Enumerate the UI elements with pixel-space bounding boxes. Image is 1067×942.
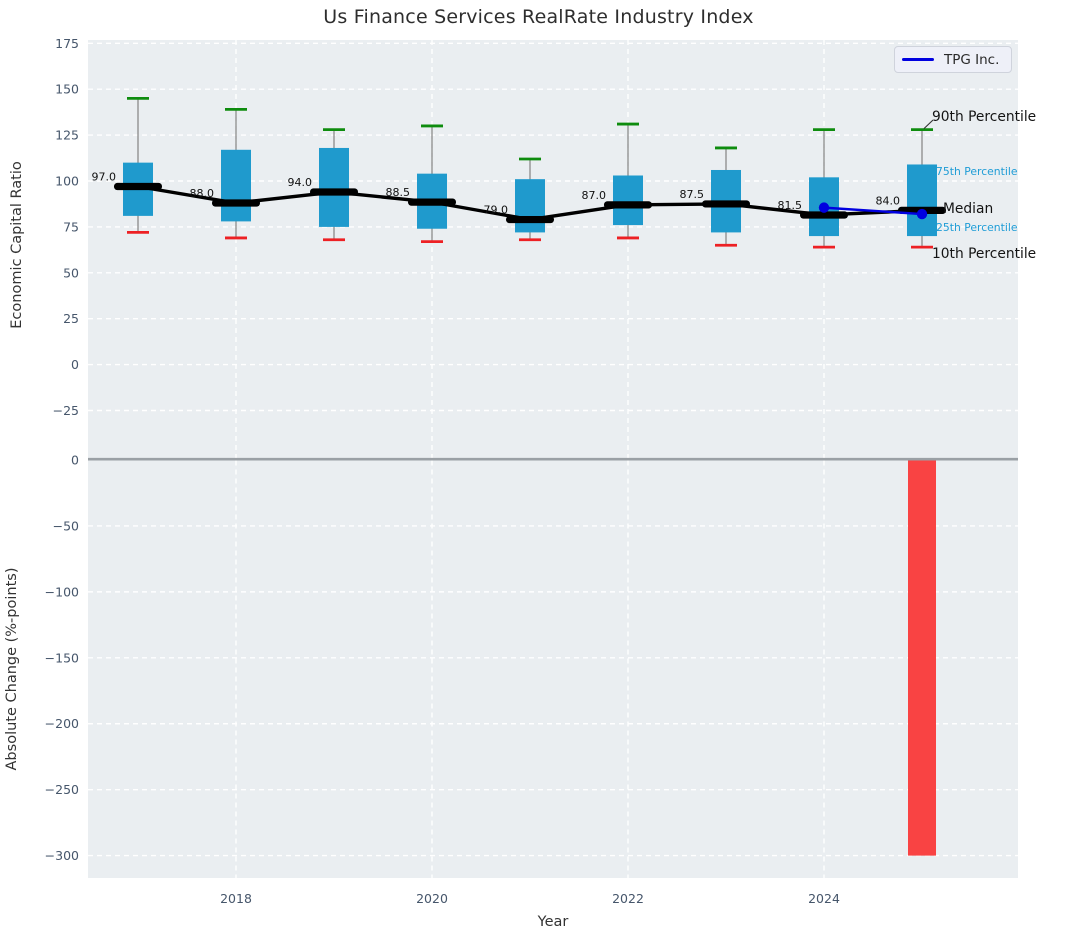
top-y-tick-100: 100 bbox=[55, 174, 79, 189]
annotation-25th-percentile: 25th Percentile bbox=[936, 221, 1018, 234]
x-tick-2018: 2018 bbox=[220, 891, 252, 906]
top-y-tick--25: −25 bbox=[53, 403, 79, 418]
median-segment-2020 bbox=[408, 198, 456, 206]
iqr-box-2021 bbox=[515, 179, 545, 233]
bottom-y-axis-label: Absolute Change (%-points) bbox=[4, 568, 20, 771]
legend-line-swatch bbox=[902, 57, 934, 62]
bottom-y-tick--50: −50 bbox=[53, 518, 79, 533]
median-value-label-2022: 87.0 bbox=[582, 189, 607, 202]
top-y-tick-125: 125 bbox=[55, 128, 79, 143]
median-value-label-2025: 84.0 bbox=[876, 194, 901, 207]
p90-annotation-connector bbox=[923, 119, 934, 129]
top-y-tick-150: 150 bbox=[55, 82, 79, 97]
annotation-75th-percentile: 75th Percentile bbox=[936, 165, 1018, 178]
legend: TPG Inc. bbox=[894, 46, 1012, 73]
median-segment-2017 bbox=[114, 182, 162, 191]
iqr-box-2025 bbox=[907, 164, 937, 237]
median-value-label-2023: 87.5 bbox=[680, 188, 705, 201]
median-value-label-2019: 94.0 bbox=[288, 176, 313, 189]
median-value-label-2021: 79.0 bbox=[484, 204, 509, 217]
annotation-90th-percentile: 90th Percentile bbox=[932, 109, 1037, 125]
x-tick-2020: 2020 bbox=[416, 891, 448, 906]
x-tick-2024: 2024 bbox=[808, 891, 840, 906]
top-y-tick-0: 0 bbox=[71, 357, 79, 372]
iqr-box-2018 bbox=[221, 149, 251, 222]
bottom-plot-area bbox=[88, 458, 1018, 878]
chart-title: Us Finance Services RealRate Industry In… bbox=[323, 6, 754, 28]
median-segment-2023 bbox=[702, 200, 750, 208]
median-value-label-2017: 97.0 bbox=[92, 171, 117, 184]
x-axis-label: Year bbox=[537, 914, 569, 930]
median-segment-2019 bbox=[310, 188, 358, 196]
iqr-box-2019 bbox=[319, 147, 349, 227]
median-value-label-2020: 88.5 bbox=[386, 186, 411, 199]
legend-label: TPG Inc. bbox=[944, 51, 1000, 68]
bottom-y-tick--250: −250 bbox=[45, 782, 79, 797]
tpg-line bbox=[823, 206, 923, 216]
bottom-y-tick--150: −150 bbox=[45, 650, 79, 665]
iqr-box-2022 bbox=[613, 175, 643, 226]
median-value-label-2024: 81.5 bbox=[778, 199, 803, 212]
x-tick-2022: 2022 bbox=[612, 891, 644, 906]
change-bar-2025 bbox=[908, 460, 936, 856]
median-segment-2022 bbox=[604, 201, 652, 209]
tpg-marker-2025 bbox=[916, 208, 928, 220]
median-segment-2018 bbox=[212, 199, 260, 207]
bottom-y-tick--100: −100 bbox=[45, 584, 79, 599]
top-y-tick-25: 25 bbox=[63, 311, 79, 326]
annotation-median: Median bbox=[943, 201, 994, 217]
median-segment-2021 bbox=[506, 215, 554, 224]
median-value-label-2018: 88.0 bbox=[190, 187, 215, 200]
bottom-y-tick--200: −200 bbox=[45, 716, 79, 731]
median-segment-2024 bbox=[800, 211, 848, 219]
top-y-tick-175: 175 bbox=[55, 36, 79, 51]
annotation-10th-percentile: 10th Percentile bbox=[932, 246, 1037, 262]
top-y-axis-label: Economic Capital Ratio bbox=[9, 161, 25, 329]
tpg-marker-2024 bbox=[818, 202, 830, 213]
bottom-y-tick-0: 0 bbox=[71, 453, 79, 468]
bottom-y-tick--300: −300 bbox=[45, 848, 79, 863]
top-plot-area bbox=[88, 40, 1018, 459]
top-y-tick-50: 50 bbox=[63, 265, 79, 280]
top-y-tick-75: 75 bbox=[63, 219, 79, 234]
